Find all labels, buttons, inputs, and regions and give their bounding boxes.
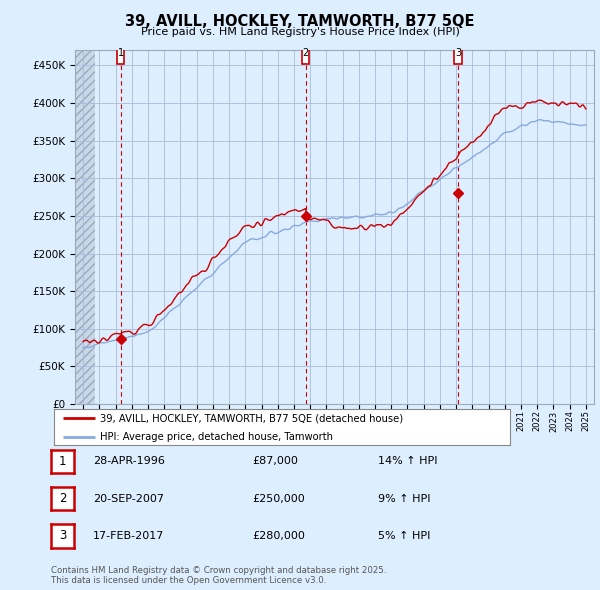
Text: HPI: Average price, detached house, Tamworth: HPI: Average price, detached house, Tamw… — [100, 432, 332, 442]
Text: 1: 1 — [118, 48, 124, 58]
Text: 3: 3 — [59, 529, 66, 542]
Text: 9% ↑ HPI: 9% ↑ HPI — [378, 494, 431, 503]
Text: 5% ↑ HPI: 5% ↑ HPI — [378, 531, 430, 540]
Text: £280,000: £280,000 — [252, 531, 305, 540]
Text: 17-FEB-2017: 17-FEB-2017 — [93, 531, 164, 540]
FancyBboxPatch shape — [302, 42, 309, 64]
Bar — [75, 50, 95, 404]
Text: £87,000: £87,000 — [252, 457, 298, 466]
Text: 2: 2 — [302, 48, 309, 58]
Text: 3: 3 — [455, 48, 461, 58]
Text: 39, AVILL, HOCKLEY, TAMWORTH, B77 5QE: 39, AVILL, HOCKLEY, TAMWORTH, B77 5QE — [125, 14, 475, 28]
FancyBboxPatch shape — [117, 42, 124, 64]
Text: 20-SEP-2007: 20-SEP-2007 — [93, 494, 164, 503]
FancyBboxPatch shape — [454, 42, 462, 64]
Text: Price paid vs. HM Land Registry's House Price Index (HPI): Price paid vs. HM Land Registry's House … — [140, 27, 460, 37]
Text: 14% ↑ HPI: 14% ↑ HPI — [378, 457, 437, 466]
Text: 39, AVILL, HOCKLEY, TAMWORTH, B77 5QE (detached house): 39, AVILL, HOCKLEY, TAMWORTH, B77 5QE (d… — [100, 413, 403, 423]
Text: £250,000: £250,000 — [252, 494, 305, 503]
Text: Contains HM Land Registry data © Crown copyright and database right 2025.
This d: Contains HM Land Registry data © Crown c… — [51, 566, 386, 585]
Text: 2: 2 — [59, 492, 66, 505]
Text: 1: 1 — [59, 455, 66, 468]
Text: 28-APR-1996: 28-APR-1996 — [93, 457, 165, 466]
